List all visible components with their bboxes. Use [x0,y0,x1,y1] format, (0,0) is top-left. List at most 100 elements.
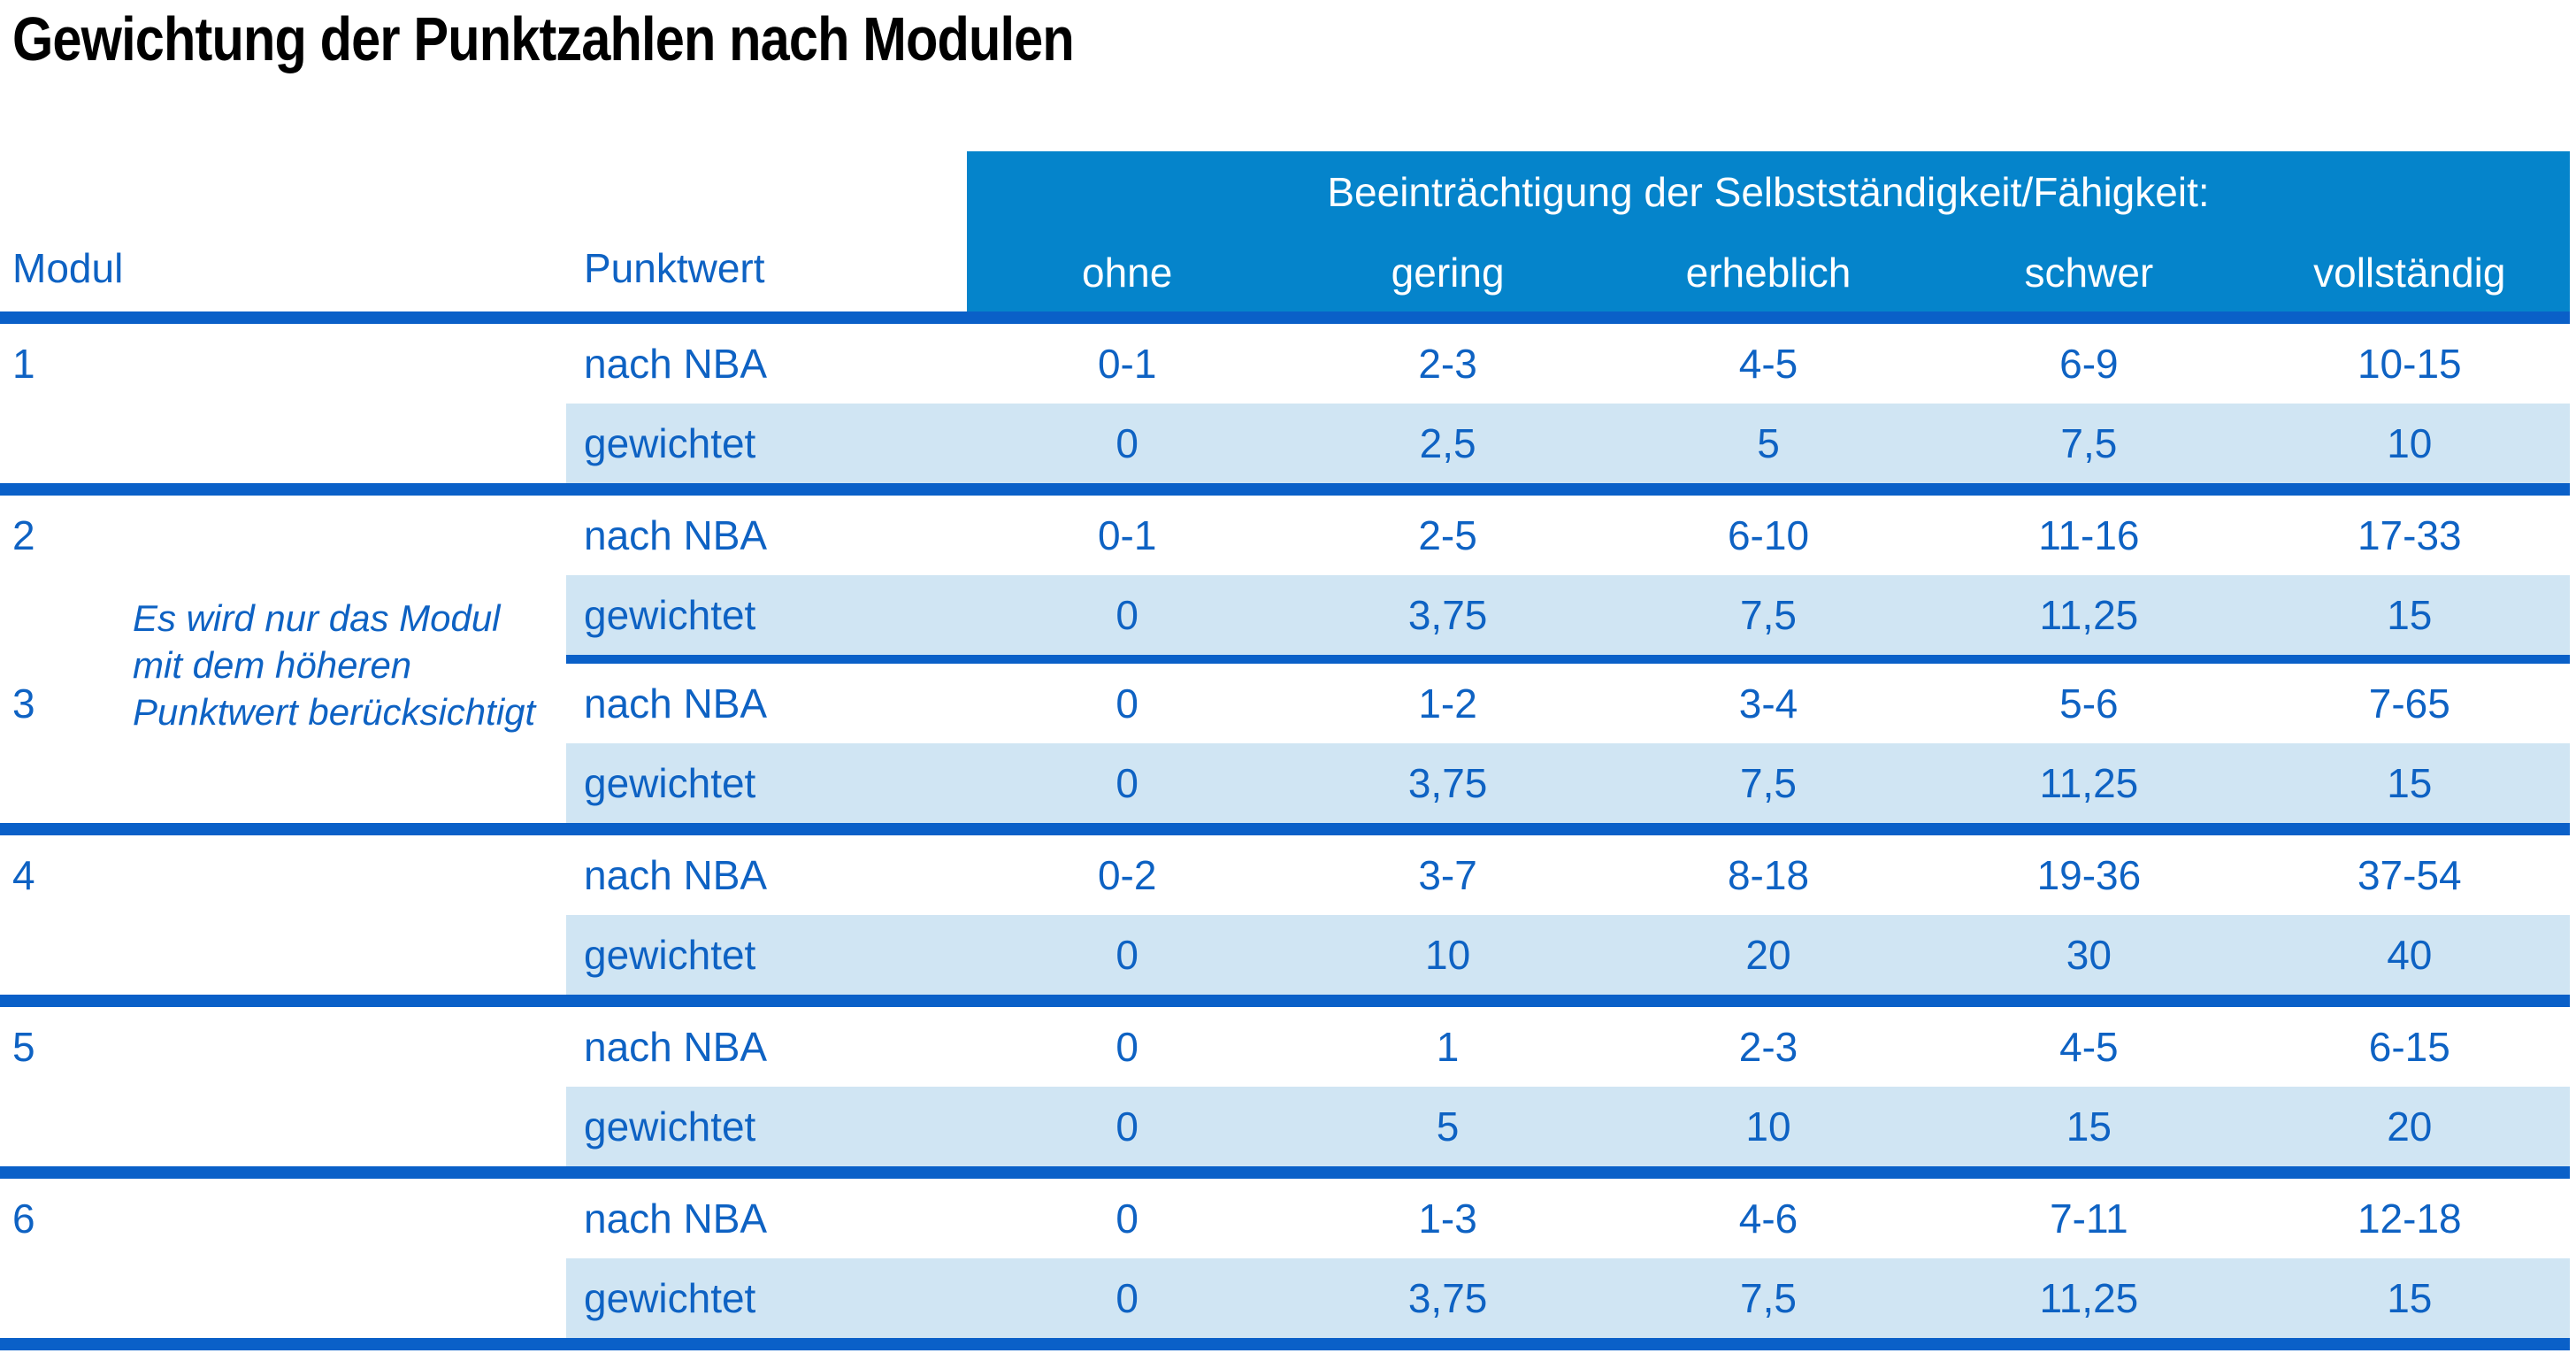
value-cell: 0 [1116,1103,1138,1150]
severity-header-row: ohne gering erheblich schwer vollständig [967,233,2570,311]
punktwert-label: gewichtet [584,1103,756,1150]
page-title: Gewichtung der Punktzahlen nach Modulen [12,4,1075,73]
value-cell: 11,25 [2039,760,2139,806]
value-cell: 0-1 [1097,512,1157,558]
value-cell: 20 [2387,1103,2433,1150]
module-number: 1 [12,341,35,387]
module-group-5: 5 nach NBA 0 1 2-3 4-5 6-15 gewichtet 0 … [0,1007,2570,1166]
value-cell: 4-5 [1738,341,1798,387]
table-row: gewichtet 0 10 20 30 40 [0,915,2570,995]
note-line: Es wird nur das Modul [133,597,501,639]
punktwert-label: nach NBA [584,1196,768,1242]
table-row: 2 nach NBA 0-1 2-5 6-10 11-16 17-33 [0,496,2570,575]
value-cell: 3,75 [1407,1275,1488,1321]
value-cell: 10 [1425,932,1471,978]
severity-header-erheblich: erheblich [1685,249,1852,296]
value-cell: 10-15 [2357,341,2462,387]
value-cell: 0 [1116,1024,1138,1070]
module-group-4: 4 nach NBA 0-2 3-7 8-18 19-36 37-54 gewi… [0,835,2570,995]
value-cell: 0 [1116,1196,1138,1242]
weighting-table: Modul Punktwert Beeinträchtigung der Sel… [0,151,2570,1350]
value-cell: 7,5 [1740,760,1797,806]
value-cell: 40 [2387,932,2433,978]
group-separator [0,483,2570,496]
punktwert-label: nach NBA [584,680,768,727]
value-cell: 10 [2387,420,2433,466]
value-cell: 0 [1116,680,1138,727]
note-line: Punktwert berücksichtigt [133,691,536,733]
value-cell: 3,75 [1407,592,1488,638]
group-separator [0,823,2570,835]
value-cell: 1-2 [1418,680,1477,727]
value-cell: 1 [1436,1024,1460,1070]
punktwert-header-label: Punktwert [584,245,765,291]
value-cell: 6-9 [2059,341,2119,387]
value-cell: 7,5 [1740,592,1797,638]
value-cell: 6-10 [1727,512,1810,558]
value-cell: 2,5 [1419,420,1476,466]
punktwert-label: nach NBA [584,852,768,898]
modul-header-label: Modul [12,245,124,291]
value-cell: 7-11 [2050,1196,2128,1242]
value-cell: 5 [1436,1103,1460,1150]
value-cell: 1-3 [1418,1196,1477,1242]
value-cell: 37-54 [2357,852,2462,898]
value-cell: 15 [2387,1275,2433,1321]
severity-header-schwer: schwer [2024,249,2154,296]
value-cell: 17-33 [2357,512,2462,558]
value-cell: 20 [1745,932,1791,978]
value-cell: 19-36 [2036,852,2142,898]
module-group-6: 6 nach NBA 0 1-3 4-6 7-11 12-18 gewichte… [0,1179,2570,1338]
punktwert-label: gewichtet [584,1275,756,1321]
value-cell: 4-6 [1738,1196,1798,1242]
table-header: Modul Punktwert Beeinträchtigung der Sel… [0,151,2570,311]
value-cell: 11-16 [2038,512,2140,558]
module-number: 5 [12,1024,35,1070]
module-number: 6 [12,1196,35,1242]
table-row: gewichtet 0 3,75 7,5 11,25 15 [0,1258,2570,1338]
punktwert-label: gewichtet [584,932,756,978]
module-group-1: 1 nach NBA 0-1 2-3 4-5 6-9 10-15 gewicht… [0,324,2570,483]
table-row: gewichtet 0 5 10 15 20 [0,1087,2570,1166]
value-cell: 10 [1745,1103,1791,1150]
value-cell: 0 [1116,592,1138,638]
value-cell: 2-5 [1418,512,1477,558]
value-cell: 11,25 [2039,592,2139,638]
value-cell: 6-15 [2368,1024,2450,1070]
punktwert-label: gewichtet [584,420,756,466]
table-row: gewichtet 0 3,75 7,5 11,25 15 [0,575,2570,655]
value-cell: 5 [1757,420,1780,466]
value-cell: 0-1 [1097,341,1157,387]
left-header-labels: Modul Punktwert [0,151,967,311]
value-cell: 5-6 [2059,680,2119,727]
value-cell: 12-18 [2357,1196,2462,1242]
group-separator [0,995,2570,1007]
value-cell: 7,5 [2060,420,2118,466]
value-cell: 15 [2066,1103,2112,1150]
value-cell: 3,75 [1407,760,1488,806]
value-cell: 0-2 [1097,852,1157,898]
value-cell: 0 [1116,420,1138,466]
severity-header-ohne: ohne [1082,249,1173,296]
group-separator [0,1166,2570,1179]
value-cell: 8-18 [1727,852,1810,898]
note-line: mit dem höheren [133,644,412,686]
table-row: gewichtet 0 2,5 5 7,5 10 [0,404,2570,483]
value-cell: 0 [1116,760,1138,806]
value-cell: 15 [2387,592,2433,638]
punktwert-label: nach NBA [584,341,768,387]
partial-separator [566,655,2570,664]
value-cell: 7-65 [2368,680,2450,727]
value-cell: 2-3 [1738,1024,1798,1070]
table-row: nach NBA 0 1-2 3-4 5-6 7-65 [0,664,2570,743]
module-group-2-3: Es wird nur das Modul mit dem höheren Pu… [0,496,2570,823]
value-cell: 0 [1116,932,1138,978]
module-number: 4 [12,852,35,898]
punktwert-label: nach NBA [584,512,768,558]
value-cell: 2-3 [1418,341,1477,387]
value-cell: 11,25 [2039,1275,2139,1321]
impairment-header: Beeinträchtigung der Selbstständigkeit/F… [967,151,2570,311]
module-number: 2 [12,512,35,558]
value-cell: 3-4 [1738,680,1798,727]
